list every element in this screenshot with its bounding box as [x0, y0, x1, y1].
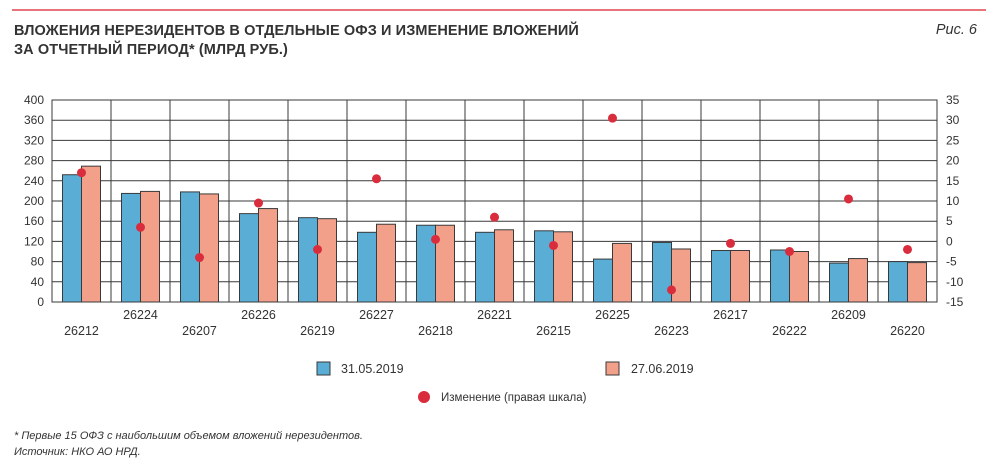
bar-series-2 — [907, 262, 927, 303]
bar-series-1 — [121, 192, 141, 303]
change-marker — [431, 234, 440, 244]
y-left-tick-label: 80 — [31, 255, 45, 269]
change-marker — [667, 285, 676, 295]
bar-series-2 — [435, 224, 455, 303]
y-right-tick-label: 0 — [946, 234, 953, 248]
bar-series-1 — [239, 213, 259, 303]
legend-swatch-series-1 — [316, 361, 331, 376]
x-tick-label: 26218 — [418, 324, 453, 338]
y-right-tick-label: 15 — [946, 174, 960, 188]
change-marker — [313, 244, 322, 254]
legend-marker-change — [418, 391, 430, 403]
y-left-tick-label: 280 — [24, 154, 44, 168]
y-left-tick-label: 320 — [24, 133, 44, 147]
x-tick-label: 26209 — [831, 308, 866, 322]
change-marker — [254, 198, 263, 208]
y-left-tick-label: 240 — [24, 174, 44, 188]
change-marker — [136, 222, 145, 232]
x-tick-label: 26226 — [241, 308, 276, 322]
bar-series-2 — [140, 190, 160, 303]
bar-series-1 — [888, 261, 908, 303]
bar-series-2 — [317, 218, 337, 303]
change-marker — [844, 194, 853, 204]
figure-label: Рис. 6 — [935, 22, 977, 38]
y-right-tick-label: 30 — [946, 113, 960, 127]
bar-series-1 — [62, 174, 82, 303]
x-tick-label: 26222 — [772, 324, 807, 338]
bar-series-1 — [357, 231, 377, 303]
y-left-tick-label: 200 — [24, 194, 44, 208]
y-right-tick-label: 10 — [946, 194, 960, 208]
legend-label-series-1: 31.05.2019 — [341, 362, 404, 376]
bar-chart: 0 40 80 120 160 200 240 280 320 360 400 -15 -10 -5 0 5 1… — [24, 93, 964, 404]
change-marker — [608, 113, 617, 123]
chart-title-line-1: ВЛОЖЕНИЯ НЕРЕЗИДЕНТОВ В ОТДЕЛЬНЫЕ ОФЗ И … — [14, 23, 579, 39]
bar-series-1 — [829, 262, 849, 303]
x-tick-label: 26215 — [536, 324, 571, 338]
x-tick-label: 26220 — [890, 324, 925, 338]
source-note: Источник: НКО АО НРД. — [14, 446, 141, 458]
bar-series-2 — [494, 229, 514, 303]
change-marker — [372, 174, 381, 184]
change-marker — [726, 238, 735, 248]
change-markers — [77, 113, 912, 295]
bar-series-1 — [770, 249, 790, 303]
change-marker — [903, 244, 912, 254]
bar-series-1 — [534, 230, 554, 303]
x-tick-label: 26221 — [477, 308, 512, 322]
x-tick-label: 26227 — [359, 308, 394, 322]
bar-series-2 — [730, 249, 750, 303]
x-tick-label: 26224 — [123, 308, 158, 322]
y-right-tick-label: 20 — [946, 154, 960, 168]
bar-series-2 — [258, 208, 278, 303]
bar-series-1 — [475, 231, 495, 303]
bar-series-1 — [298, 217, 318, 303]
bars — [62, 165, 927, 303]
y-left-tick-label: 40 — [31, 275, 45, 289]
x-tick-label: 26223 — [654, 324, 689, 338]
bar-series-2 — [553, 231, 573, 303]
bar-series-2 — [612, 242, 632, 303]
y-right-tick-label: 35 — [946, 93, 960, 107]
bar-series-1 — [593, 258, 613, 303]
y-left-tick-label: 0 — [37, 295, 44, 309]
bar-series-2 — [81, 165, 101, 303]
chart-title: ВЛОЖЕНИЯ НЕРЕЗИДЕНТОВ В ОТДЕЛЬНЫЕ ОФЗ И … — [14, 22, 654, 60]
y-left-tick-label: 160 — [24, 214, 44, 228]
x-tick-label: 26212 — [64, 324, 99, 338]
y-right-tick-label: -5 — [946, 255, 957, 269]
legend: 31.05.2019 27.06.2019 Изменение (правая шк… — [316, 361, 694, 404]
y-left-tick-label: 360 — [24, 113, 44, 127]
x-tick-label: 26207 — [182, 324, 217, 338]
footnote: * Первые 15 ОФЗ с наибольшим объемом вло… — [14, 430, 363, 442]
top-accent-line — [12, 9, 986, 11]
bar-series-2 — [848, 258, 868, 303]
y-left-tick-label: 120 — [24, 234, 44, 248]
legend-swatch-series-2 — [605, 361, 620, 376]
bar-series-2 — [671, 248, 691, 303]
legend-label-change: Изменение (правая шкала) — [441, 392, 587, 404]
bar-series-1 — [180, 191, 200, 303]
y-right-tick-label: 25 — [946, 133, 960, 147]
change-marker — [490, 212, 499, 222]
change-marker — [549, 240, 558, 250]
y-right-tick-label: 5 — [946, 214, 953, 228]
bar-series-2 — [789, 251, 809, 303]
chart-title-line-2: ЗА ОТЧЕТНЫЙ ПЕРИОД* (МЛРД РУБ.) — [14, 42, 288, 58]
y-right-tick-label: -10 — [946, 275, 964, 289]
change-marker — [195, 253, 204, 263]
change-marker — [77, 168, 86, 178]
bar-series-2 — [199, 193, 219, 303]
bar-series-1 — [711, 249, 731, 303]
axes: 0 40 80 120 160 200 240 280 320 360 400 -15 -10 -5 0 5 1… — [24, 93, 964, 338]
y-right-tick-label: -15 — [946, 295, 964, 309]
x-tick-label: 26219 — [300, 324, 335, 338]
x-tick-label: 26217 — [713, 308, 748, 322]
bar-series-2 — [376, 223, 396, 303]
change-marker — [785, 247, 794, 256]
x-tick-label: 26225 — [595, 308, 630, 322]
legend-label-series-2: 27.06.2019 — [631, 362, 694, 376]
y-left-tick-label: 400 — [24, 93, 44, 107]
footnotes: * Первые 15 ОФЗ с наибольшим объемом вло… — [14, 428, 363, 460]
